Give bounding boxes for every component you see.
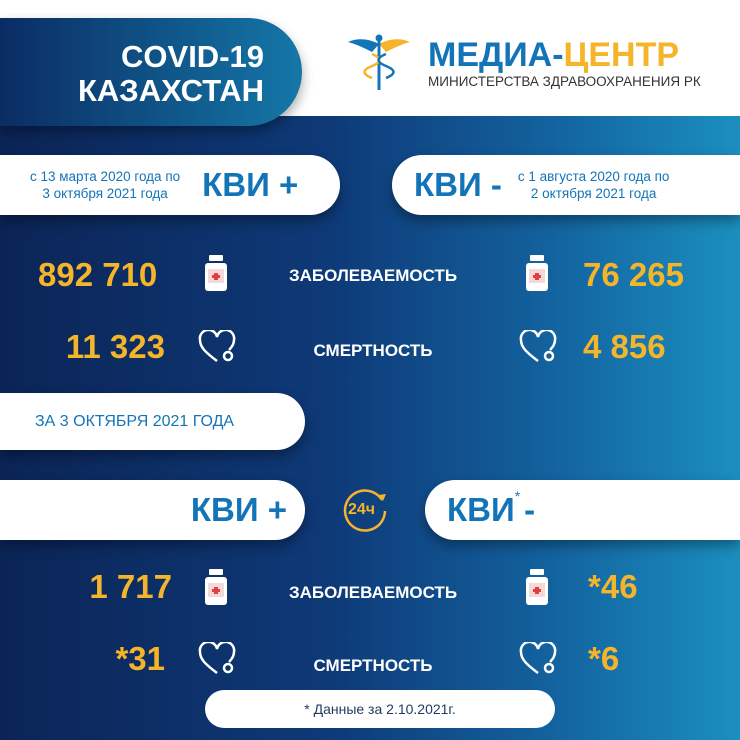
medicine-bottle-icon: [204, 569, 228, 605]
cases-label: ЗАБОЛЕВАЕМОСТЬ: [288, 583, 458, 602]
footnote-text: * Данные за 2.10.2021г.: [304, 701, 456, 717]
daily-positive-pill: КВИ +: [0, 480, 305, 540]
dates-line: 2 октября 2021 года: [530, 186, 657, 201]
title-line-2: КАЗАХСТАН: [78, 73, 264, 108]
kvi-negative-label: КВИ -: [414, 166, 502, 203]
cumulative-negative-deaths: 4 856: [583, 328, 666, 365]
kvi-negative-suffix: -: [524, 491, 536, 528]
cumulative-negative-pill: КВИ - с 1 августа 2020 года по 2 октября …: [392, 155, 740, 215]
footnote: * Данные за 2.10.2021г.: [205, 690, 555, 728]
cumulative-negative-cases: 76 265: [583, 256, 684, 293]
cumulative-positive-cases: 892 710: [38, 256, 158, 293]
daily-positive-deaths: *31: [115, 640, 165, 677]
dates-line: с 13 марта 2020 года по: [30, 169, 181, 184]
deaths-label: СМЕРТНОСТЬ: [313, 341, 433, 360]
heart-icon: [197, 330, 237, 364]
medicine-bottle-icon: [525, 569, 549, 605]
medicine-bottle-icon: [525, 255, 549, 291]
dates-line: с 1 августа 2020 года по: [517, 169, 670, 184]
cases-label: ЗАБОЛЕВАЕМОСТЬ: [288, 266, 458, 285]
daily-date-pill: ЗА 3 ОКТЯБРЯ 2021 ГОДА: [0, 393, 305, 450]
brand-part-2: ЦЕНТР: [563, 36, 680, 74]
dates-line: 3 октября 2021 года: [42, 186, 168, 201]
daily-date-label: ЗА 3 ОКТЯБРЯ 2021 ГОДА: [35, 412, 235, 430]
negative-dates: с 1 августа 2020 года по 2 октября 2021 г…: [518, 168, 670, 202]
title-line-1: COVID-19: [121, 39, 264, 74]
deaths-label: СМЕРТНОСТЬ: [313, 656, 433, 675]
24h-icon: 24ч: [340, 486, 390, 536]
medicine-bottle-icon: [204, 255, 228, 291]
brand-name: МЕДИА-ЦЕНТР: [428, 36, 679, 75]
daily-negative-cases: *46: [588, 568, 638, 605]
daily-negative-deaths: *6: [588, 640, 620, 677]
cumulative-positive-deaths: 11 323: [65, 328, 165, 365]
daily-positive-cases: 1 717: [89, 568, 172, 605]
kvi-positive-label: КВИ +: [202, 166, 299, 203]
kvi-positive-label: КВИ +: [190, 491, 287, 528]
brand-subtitle: МИНИСТЕРСТВА ЗДРАВООХРАНЕНИЯ РК: [428, 74, 701, 89]
heart-icon: [518, 642, 558, 676]
kvi-negative-label: КВИ: [447, 491, 515, 528]
page-title: COVID-19 КАЗАХСТАН: [0, 18, 302, 126]
cumulative-positive-pill: с 13 марта 2020 года по 3 октября 2021 го…: [0, 155, 340, 215]
daily-negative-pill: КВИ * -: [425, 480, 740, 540]
24h-text: 24ч: [348, 501, 376, 518]
caduceus-icon: [348, 34, 410, 90]
heart-icon: [197, 642, 237, 676]
brand-part-1: МЕДИА-: [428, 36, 564, 74]
positive-dates: с 13 марта 2020 года по 3 октября 2021 го…: [30, 168, 180, 202]
heart-icon: [518, 330, 558, 364]
asterisk: *: [514, 488, 521, 504]
